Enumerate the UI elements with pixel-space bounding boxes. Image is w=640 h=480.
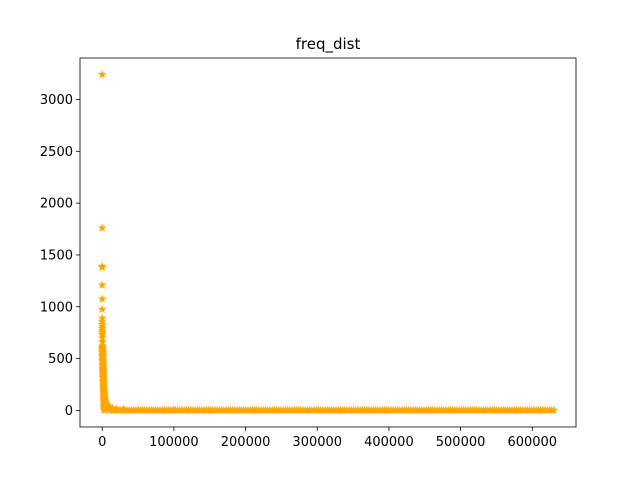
y-axis-ticks: 0 500 1000 1500 2000 2500 3000	[40, 93, 80, 419]
x-tick-label: 400000	[364, 435, 414, 450]
data-point-cluster	[98, 342, 107, 351]
chart-title: freq_dist	[296, 35, 361, 54]
data-point	[97, 333, 107, 342]
data-point	[112, 404, 121, 413]
data-point	[97, 223, 107, 232]
data-point	[107, 403, 117, 412]
y-tick-label: 500	[48, 352, 73, 367]
y-tick-label: 2500	[40, 145, 73, 160]
data-point	[97, 262, 107, 272]
data-point	[169, 405, 179, 414]
y-tick-label: 2000	[40, 197, 73, 212]
data-point	[97, 304, 107, 314]
data-point	[549, 405, 559, 415]
data-point	[97, 69, 107, 79]
x-tick-label: 500000	[436, 435, 486, 450]
plot-area	[80, 58, 576, 427]
plot-frame	[79, 57, 577, 428]
y-tick-label: 0	[65, 404, 73, 419]
x-tick-label: 200000	[221, 435, 271, 450]
x-axis-ticks: 0 100000 200000 300000 400000 500000 600000	[98, 427, 557, 450]
y-tick-label: 1000	[40, 300, 73, 315]
x-tick-label: 300000	[292, 435, 342, 450]
data-points	[97, 69, 559, 415]
data-point	[119, 404, 129, 414]
x-tick-label: 600000	[507, 435, 557, 450]
x-tick-label: 100000	[149, 435, 199, 450]
x-tick-label: 0	[98, 435, 106, 450]
data-point	[97, 280, 107, 289]
y-tick-label: 3000	[40, 93, 73, 108]
y-tick-label: 1500	[40, 248, 73, 263]
data-point	[133, 405, 143, 414]
data-point	[97, 294, 107, 303]
